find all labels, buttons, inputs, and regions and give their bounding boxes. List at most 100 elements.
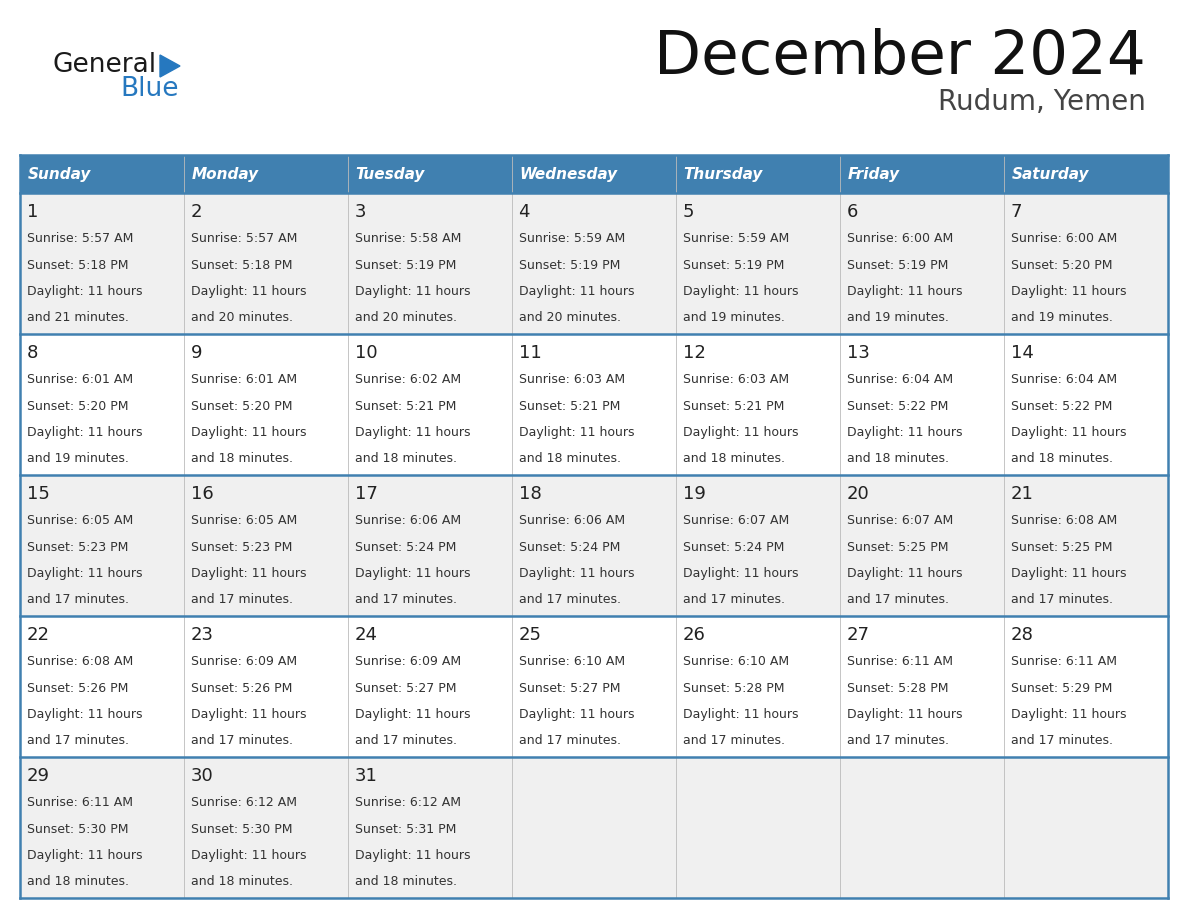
Text: Daylight: 11 hours: Daylight: 11 hours <box>683 708 798 721</box>
Text: 31: 31 <box>354 767 378 785</box>
Text: Sunset: 5:30 PM: Sunset: 5:30 PM <box>26 823 128 835</box>
Text: Daylight: 11 hours: Daylight: 11 hours <box>26 848 143 862</box>
Bar <box>184 334 348 475</box>
Text: and 17 minutes.: and 17 minutes. <box>190 593 292 606</box>
Bar <box>512 334 676 475</box>
Text: 1: 1 <box>26 203 38 221</box>
Text: Sunrise: 6:05 AM: Sunrise: 6:05 AM <box>26 514 133 528</box>
Bar <box>1004 155 1168 193</box>
Bar <box>348 616 512 757</box>
Text: Sunset: 5:27 PM: Sunset: 5:27 PM <box>518 681 620 695</box>
Text: and 20 minutes.: and 20 minutes. <box>518 310 620 324</box>
Text: Sunset: 5:25 PM: Sunset: 5:25 PM <box>1011 541 1112 554</box>
Text: Daylight: 11 hours: Daylight: 11 hours <box>354 708 470 721</box>
Text: 30: 30 <box>190 767 214 785</box>
Bar <box>512 757 676 898</box>
Text: Daylight: 11 hours: Daylight: 11 hours <box>1011 426 1126 439</box>
Text: Sunrise: 5:59 AM: Sunrise: 5:59 AM <box>683 232 789 245</box>
Bar <box>512 616 676 757</box>
Text: and 18 minutes.: and 18 minutes. <box>847 452 948 465</box>
Bar <box>676 757 840 898</box>
Text: Sunrise: 6:08 AM: Sunrise: 6:08 AM <box>26 655 133 668</box>
Text: Rudum, Yemen: Rudum, Yemen <box>939 88 1146 116</box>
Text: and 20 minutes.: and 20 minutes. <box>354 310 456 324</box>
Text: and 19 minutes.: and 19 minutes. <box>26 452 128 465</box>
Text: 16: 16 <box>190 485 214 503</box>
Text: and 17 minutes.: and 17 minutes. <box>26 733 128 746</box>
Text: Sunset: 5:24 PM: Sunset: 5:24 PM <box>683 541 784 554</box>
Text: Sunset: 5:19 PM: Sunset: 5:19 PM <box>847 259 948 272</box>
Text: 20: 20 <box>847 485 870 503</box>
Bar <box>348 155 512 193</box>
Text: Thursday: Thursday <box>683 166 763 182</box>
Bar <box>20 475 184 616</box>
Bar <box>184 155 348 193</box>
Text: Daylight: 11 hours: Daylight: 11 hours <box>354 848 470 862</box>
Text: Sunset: 5:28 PM: Sunset: 5:28 PM <box>683 681 784 695</box>
Text: Sunset: 5:18 PM: Sunset: 5:18 PM <box>26 259 128 272</box>
Text: Sunset: 5:23 PM: Sunset: 5:23 PM <box>26 541 128 554</box>
Text: Sunrise: 6:10 AM: Sunrise: 6:10 AM <box>518 655 625 668</box>
Text: Daylight: 11 hours: Daylight: 11 hours <box>354 426 470 439</box>
Bar <box>512 193 676 334</box>
Text: Sunset: 5:21 PM: Sunset: 5:21 PM <box>683 399 784 412</box>
Bar <box>840 155 1004 193</box>
Text: and 18 minutes.: and 18 minutes. <box>354 452 456 465</box>
Bar <box>840 757 1004 898</box>
Text: Sunrise: 6:00 AM: Sunrise: 6:00 AM <box>847 232 953 245</box>
Text: and 17 minutes.: and 17 minutes. <box>683 733 784 746</box>
Text: Sunrise: 6:03 AM: Sunrise: 6:03 AM <box>518 374 625 386</box>
Bar <box>348 334 512 475</box>
Text: 7: 7 <box>1011 203 1022 221</box>
Bar <box>840 616 1004 757</box>
Text: Daylight: 11 hours: Daylight: 11 hours <box>518 285 634 297</box>
Text: Sunrise: 5:59 AM: Sunrise: 5:59 AM <box>518 232 625 245</box>
Text: Sunset: 5:24 PM: Sunset: 5:24 PM <box>518 541 620 554</box>
Text: Sunset: 5:31 PM: Sunset: 5:31 PM <box>354 823 456 835</box>
Bar <box>184 616 348 757</box>
Text: and 19 minutes.: and 19 minutes. <box>1011 310 1112 324</box>
Text: and 17 minutes.: and 17 minutes. <box>847 593 948 606</box>
Text: and 17 minutes.: and 17 minutes. <box>1011 733 1112 746</box>
Bar <box>348 757 512 898</box>
Text: Sunrise: 6:12 AM: Sunrise: 6:12 AM <box>354 797 461 810</box>
Text: 10: 10 <box>354 344 377 362</box>
Bar <box>20 193 184 334</box>
Text: Sunset: 5:29 PM: Sunset: 5:29 PM <box>1011 681 1112 695</box>
Text: Daylight: 11 hours: Daylight: 11 hours <box>190 426 307 439</box>
Text: Sunset: 5:19 PM: Sunset: 5:19 PM <box>683 259 784 272</box>
Text: Sunrise: 6:08 AM: Sunrise: 6:08 AM <box>1011 514 1117 528</box>
Text: Sunset: 5:28 PM: Sunset: 5:28 PM <box>847 681 948 695</box>
Text: Sunset: 5:24 PM: Sunset: 5:24 PM <box>354 541 456 554</box>
Text: General: General <box>52 52 156 78</box>
Text: 4: 4 <box>518 203 530 221</box>
Text: Sunrise: 6:01 AM: Sunrise: 6:01 AM <box>26 374 133 386</box>
Text: Sunset: 5:21 PM: Sunset: 5:21 PM <box>518 399 620 412</box>
Text: Sunrise: 6:07 AM: Sunrise: 6:07 AM <box>683 514 789 528</box>
Text: Sunday: Sunday <box>27 166 90 182</box>
Text: Sunrise: 6:12 AM: Sunrise: 6:12 AM <box>190 797 297 810</box>
Text: Wednesday: Wednesday <box>519 166 618 182</box>
Text: Sunset: 5:30 PM: Sunset: 5:30 PM <box>190 823 292 835</box>
Text: December 2024: December 2024 <box>655 28 1146 87</box>
Text: Sunrise: 6:07 AM: Sunrise: 6:07 AM <box>847 514 953 528</box>
Text: 28: 28 <box>1011 626 1034 644</box>
Text: Monday: Monday <box>191 166 259 182</box>
Text: 22: 22 <box>26 626 50 644</box>
Text: Daylight: 11 hours: Daylight: 11 hours <box>683 285 798 297</box>
Bar <box>184 193 348 334</box>
Bar <box>1004 616 1168 757</box>
Text: and 18 minutes.: and 18 minutes. <box>683 452 784 465</box>
Text: 19: 19 <box>683 485 706 503</box>
Text: Sunset: 5:20 PM: Sunset: 5:20 PM <box>26 399 128 412</box>
Bar <box>676 155 840 193</box>
Bar <box>512 475 676 616</box>
Text: and 20 minutes.: and 20 minutes. <box>190 310 292 324</box>
Text: Daylight: 11 hours: Daylight: 11 hours <box>26 708 143 721</box>
Text: 12: 12 <box>683 344 706 362</box>
Text: and 18 minutes.: and 18 minutes. <box>26 875 128 888</box>
Text: 15: 15 <box>26 485 50 503</box>
Text: Sunrise: 6:02 AM: Sunrise: 6:02 AM <box>354 374 461 386</box>
Bar <box>184 757 348 898</box>
Text: 2: 2 <box>190 203 202 221</box>
